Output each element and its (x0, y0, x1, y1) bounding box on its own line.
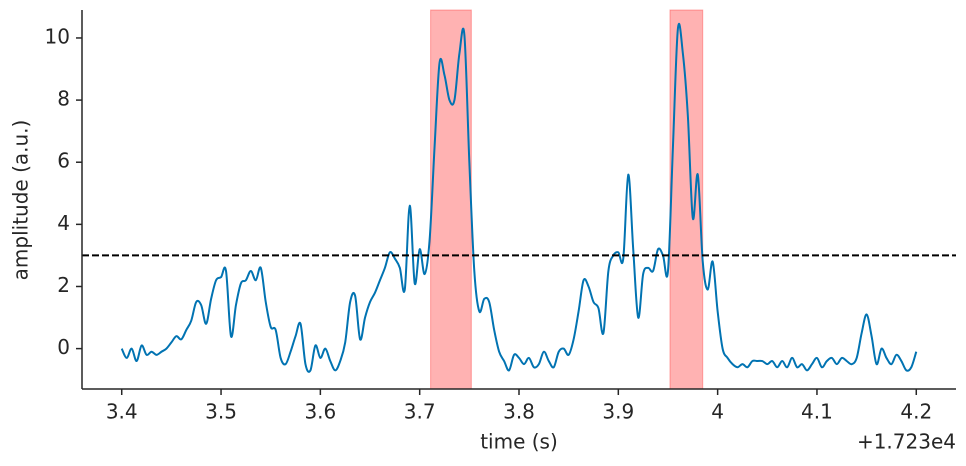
signal-line (120, 22, 918, 373)
x-axis-label: time (s) (480, 430, 558, 454)
x-tick-label: 3.4 (106, 400, 138, 424)
x-tick-label: 3.7 (404, 400, 436, 424)
x-tick-label: 3.6 (304, 400, 336, 424)
x-tick-label: 3.9 (602, 400, 634, 424)
y-tick-label: 8 (57, 87, 70, 111)
x-tick-label: 3.5 (205, 400, 237, 424)
y-tick-label: 0 (57, 335, 70, 359)
x-tick-label: 4.1 (801, 400, 833, 424)
highlight-span (430, 9, 472, 390)
y-axis-label: amplitude (a.u.) (9, 120, 33, 281)
x-tick-label: 4.2 (900, 400, 932, 424)
x-tick-label: 4 (711, 400, 724, 424)
x-offset-label: +1.723e4 (857, 430, 956, 454)
y-tick-label: 10 (45, 24, 70, 48)
highlight-span (669, 9, 704, 390)
y-tick-label: 6 (57, 149, 70, 173)
y-tick-label: 4 (57, 211, 70, 235)
y-tick-label: 2 (57, 273, 70, 297)
x-tick-label: 3.8 (503, 400, 535, 424)
